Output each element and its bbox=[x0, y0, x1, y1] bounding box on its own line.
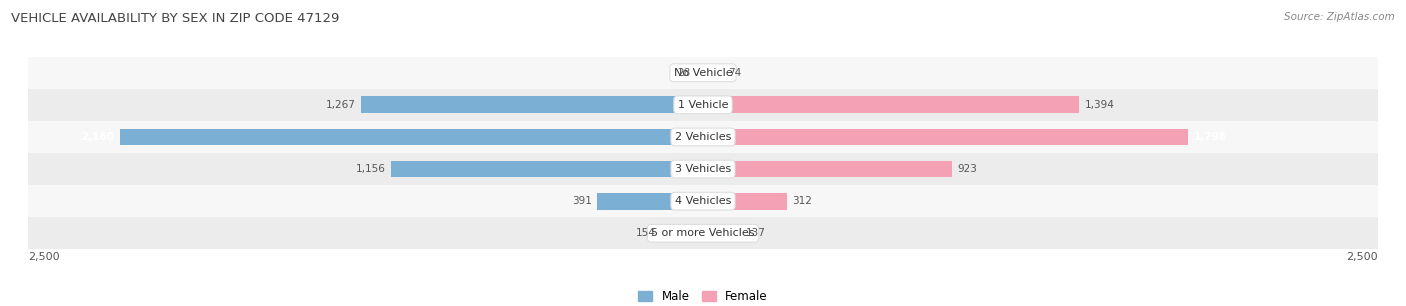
Bar bbox=[703, 161, 952, 177]
Legend: Male, Female: Male, Female bbox=[634, 285, 772, 306]
Bar bbox=[391, 161, 703, 177]
Text: 2 Vehicles: 2 Vehicles bbox=[675, 132, 731, 142]
Bar bbox=[120, 129, 703, 145]
Bar bbox=[703, 129, 1188, 145]
Text: 391: 391 bbox=[572, 196, 592, 206]
Text: 154: 154 bbox=[636, 228, 657, 238]
Text: 2,500: 2,500 bbox=[28, 252, 59, 262]
Bar bbox=[28, 153, 1378, 185]
Text: 2,160: 2,160 bbox=[82, 132, 114, 142]
Text: 3 Vehicles: 3 Vehicles bbox=[675, 164, 731, 174]
Bar bbox=[361, 96, 703, 113]
Text: 1,156: 1,156 bbox=[356, 164, 385, 174]
Text: VEHICLE AVAILABILITY BY SEX IN ZIP CODE 47129: VEHICLE AVAILABILITY BY SEX IN ZIP CODE … bbox=[11, 12, 340, 25]
Text: Source: ZipAtlas.com: Source: ZipAtlas.com bbox=[1284, 12, 1395, 22]
Bar bbox=[28, 185, 1378, 217]
Text: 1,394: 1,394 bbox=[1084, 100, 1115, 110]
Text: 28: 28 bbox=[676, 68, 690, 78]
Bar bbox=[28, 89, 1378, 121]
Text: 4 Vehicles: 4 Vehicles bbox=[675, 196, 731, 206]
Text: No Vehicle: No Vehicle bbox=[673, 68, 733, 78]
Bar bbox=[661, 225, 703, 242]
Text: 137: 137 bbox=[745, 228, 765, 238]
Bar bbox=[28, 57, 1378, 89]
Bar bbox=[28, 121, 1378, 153]
Bar bbox=[598, 193, 703, 210]
Bar bbox=[703, 193, 787, 210]
Text: 2,500: 2,500 bbox=[1347, 252, 1378, 262]
Text: 1 Vehicle: 1 Vehicle bbox=[678, 100, 728, 110]
Text: 312: 312 bbox=[793, 196, 813, 206]
Text: 923: 923 bbox=[957, 164, 977, 174]
Bar bbox=[703, 64, 723, 81]
Text: 5 or more Vehicles: 5 or more Vehicles bbox=[651, 228, 755, 238]
Text: 1,267: 1,267 bbox=[326, 100, 356, 110]
Bar bbox=[703, 96, 1080, 113]
Bar bbox=[28, 217, 1378, 249]
Text: 74: 74 bbox=[728, 68, 741, 78]
Text: 1,798: 1,798 bbox=[1194, 132, 1227, 142]
Bar bbox=[703, 225, 740, 242]
Bar bbox=[696, 64, 703, 81]
